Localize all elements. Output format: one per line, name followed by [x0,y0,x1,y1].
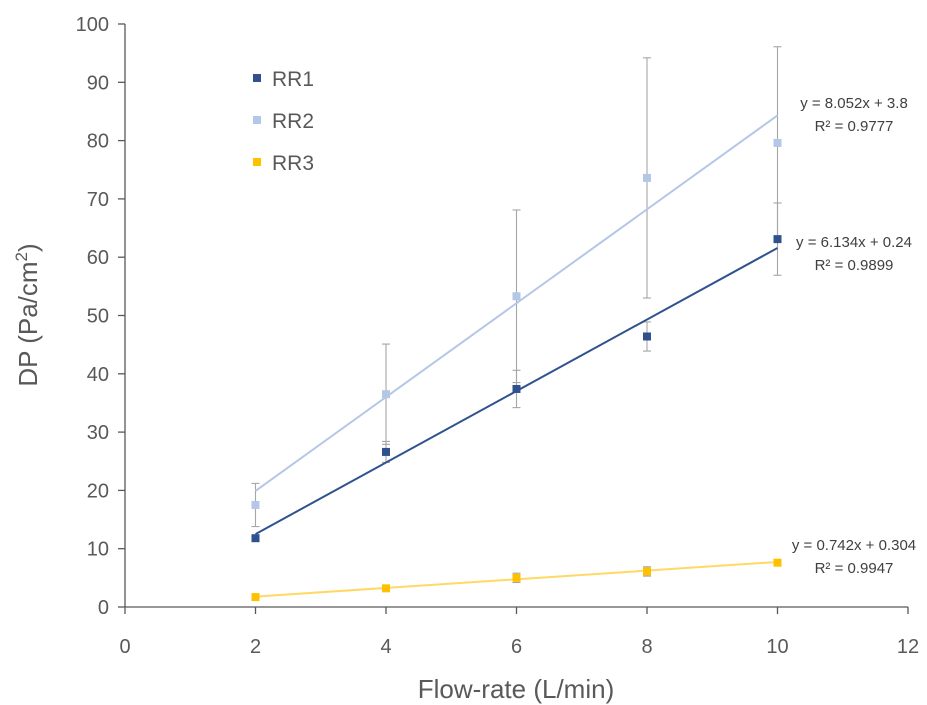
y-tick-label: 90 [87,72,109,94]
y-tick-label: 10 [87,539,109,561]
data-points [251,138,782,602]
x-tick-label: 4 [380,636,391,658]
x-tick-label: 0 [119,636,130,658]
data-point-rr3 [773,558,782,567]
y-tick-label: 80 [87,131,109,153]
y-axis-title-main: DP (Pa/cm [13,261,43,386]
y-tick-label: 70 [87,189,109,211]
error-bars [251,46,782,600]
x-axis-title: Flow-rate (L/min) [418,674,614,704]
data-point-rr3 [251,593,260,602]
data-point-rr2 [773,138,782,147]
r-squared-rr2: R² = 0.9777 [815,118,894,135]
data-point-rr1 [512,384,521,393]
legend-marker-rr3 [253,158,261,166]
legend-label-rr3: RR3 [272,152,314,175]
data-point-rr2 [382,390,390,399]
legend-label-rr1: RR1 [272,68,314,91]
legend-marker-rr2 [253,116,261,124]
data-point-rr3 [382,584,390,593]
equation-rr2: y = 8.052x + 3.8 [800,95,908,112]
data-point-rr1 [382,447,390,456]
axes: 0 10 20 30 40 50 60 70 80 90 100 0 2 4 6 8 10 12 [76,14,920,658]
y-tick-label: 20 [87,480,109,502]
legend-label-rr2: RR2 [272,110,314,133]
y-tick-label: 40 [87,364,109,386]
legend: RR1 RR2 RR3 [253,68,314,175]
x-tick-label: 6 [511,636,522,658]
data-point-rr1 [773,235,782,244]
y-tick-label: 30 [87,422,109,444]
y-axis-title-close: ) [13,243,43,252]
y-tick-label: 100 [76,14,109,36]
data-point-rr3 [512,573,521,582]
equation-rr3: y = 0.742x + 0.304 [792,537,916,554]
trendline-rr2 [254,114,779,492]
y-tick-label: 60 [87,247,109,269]
y-axis-title: DP (Pa/cm2) [12,243,43,386]
data-point-rr2 [643,173,651,182]
equation-rr1: y = 6.134x + 0.24 [796,234,912,251]
x-tick-label: 12 [897,636,919,658]
data-point-rr2 [512,292,521,301]
legend-marker-rr1 [253,74,261,82]
data-point-rr2 [251,500,260,509]
y-tick-label: 50 [87,306,109,328]
r-squared-rr3: R² = 0.9947 [815,560,894,577]
data-point-rr1 [643,332,651,341]
x-tick-label: 10 [766,636,788,658]
trendline-equations: y = 6.134x + 0.24 R² = 0.9899 y = 8.052x +… [792,95,916,577]
y-tick-label: 0 [98,597,109,619]
r-squared-rr1: R² = 0.9899 [815,257,894,274]
data-point-rr1 [251,534,260,543]
x-tick-label: 8 [641,636,652,658]
data-point-rr3 [643,567,651,576]
y-axis-title-superscript: 2 [12,252,31,261]
x-tick-label: 2 [250,636,261,658]
